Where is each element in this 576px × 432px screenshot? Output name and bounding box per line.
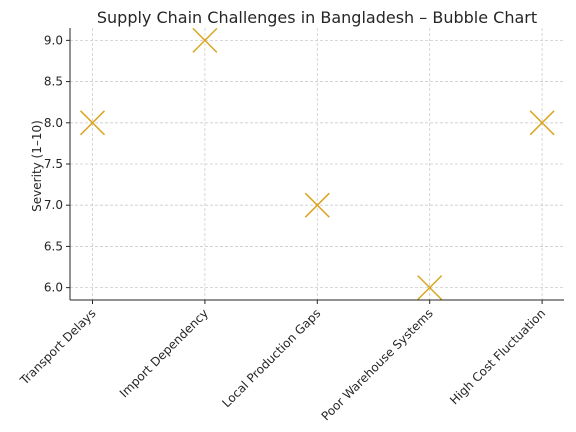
x-tick-label: Local Production Gaps xyxy=(219,306,323,410)
y-tick-label: 6.5 xyxy=(44,239,63,253)
x-tick-label: Transport Delays xyxy=(17,306,99,388)
x-tick-label: Poor Warehouse Systems xyxy=(319,306,436,423)
data-point xyxy=(304,192,330,218)
y-tick-label: 8.5 xyxy=(44,75,63,89)
x-tick-label: Import Dependency xyxy=(117,306,211,400)
chart-title: Supply Chain Challenges in Bangladesh – … xyxy=(97,8,537,27)
y-axis-label: Severity (1–10) xyxy=(30,120,44,212)
grid xyxy=(70,28,564,300)
data-points xyxy=(79,27,555,301)
y-tick-label: 7.0 xyxy=(44,198,63,212)
data-point xyxy=(529,110,555,136)
data-point xyxy=(417,275,443,301)
axis-ticks: 6.0 6.5 7.0 7.5 8.0 8.5 9.0 Transport Delays Imp… xyxy=(17,33,548,423)
y-tick-label: 8.0 xyxy=(44,116,63,130)
x-tick-label: High Cost Fluctuation xyxy=(447,306,548,407)
y-tick-label: 7.5 xyxy=(44,157,63,171)
data-point xyxy=(79,110,106,136)
data-point xyxy=(192,27,218,53)
y-tick-label: 9.0 xyxy=(44,33,63,47)
y-tick-label: 6.0 xyxy=(44,281,63,295)
